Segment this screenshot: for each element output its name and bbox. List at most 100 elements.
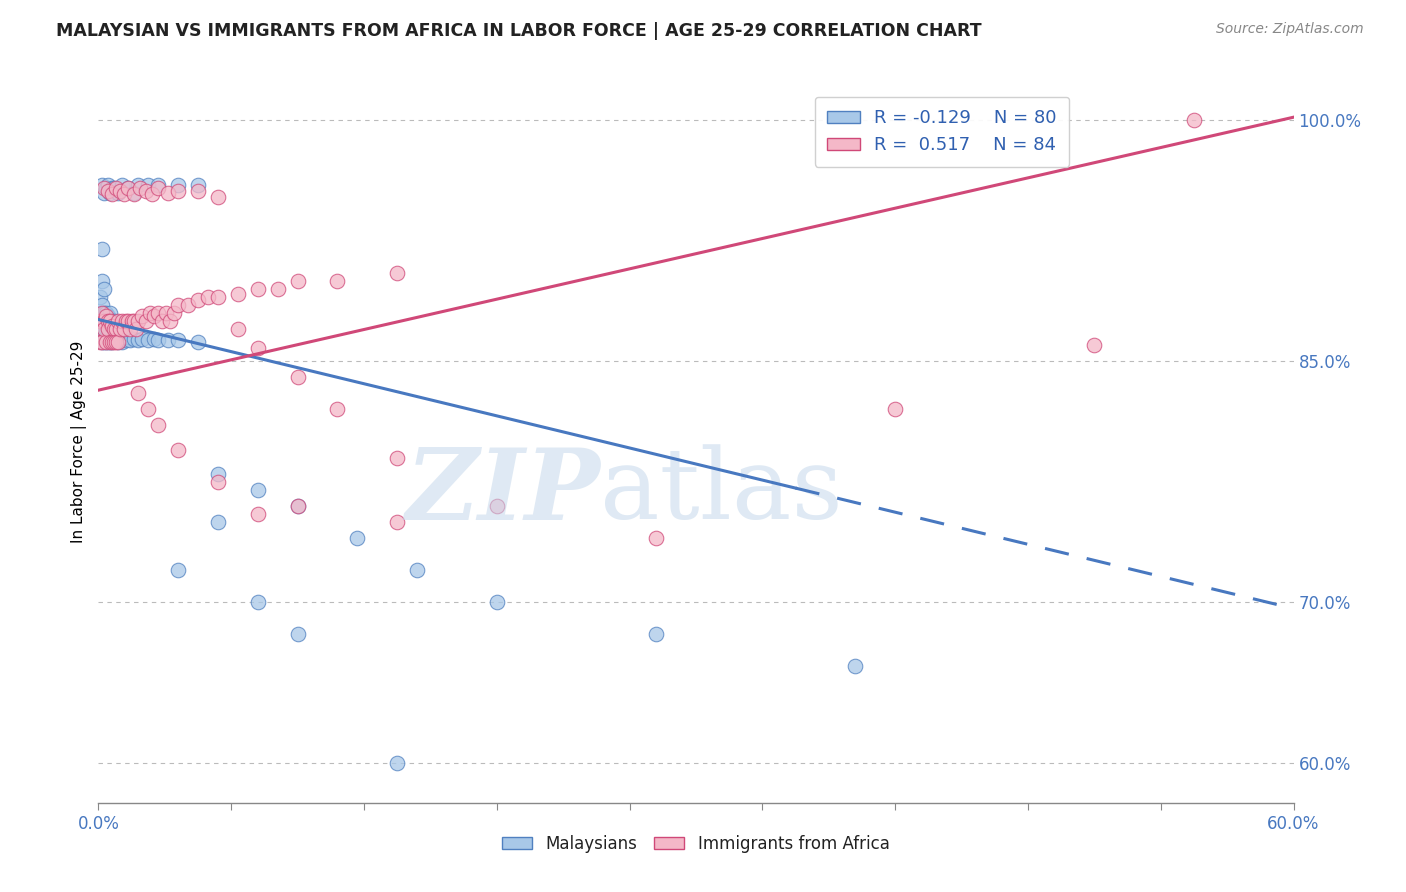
Point [207,515,229,529]
Point [287,274,309,288]
Point [645,627,668,641]
Point [406,563,429,577]
Point [110,184,132,198]
Point [97,314,120,328]
Point [148,181,170,195]
Point [111,314,134,328]
Point [148,178,170,192]
Point [97,334,120,349]
Point [326,402,349,417]
Point [93,186,115,200]
Point [111,178,134,192]
Point [645,531,668,545]
Point [385,515,409,529]
Point [187,178,209,192]
Point [167,178,190,192]
Point [91,242,114,256]
Point [97,322,120,336]
Point [844,659,866,673]
Point [136,402,159,417]
Point [107,322,129,336]
Point [98,314,122,328]
Point [110,322,132,336]
Point [485,595,508,609]
Point [98,186,122,200]
Point [207,190,229,204]
Point [287,627,309,641]
Point [117,314,139,328]
Point [127,334,149,348]
Point [124,186,146,200]
Point [91,314,114,328]
Point [103,334,125,349]
Point [103,314,125,328]
Point [167,334,190,348]
Point [89,314,111,328]
Point [105,334,128,349]
Point [157,186,180,200]
Point [91,298,114,312]
Point [135,314,157,328]
Point [127,178,149,192]
Point [136,178,159,192]
Point [98,334,122,349]
Point [93,314,115,328]
Point [96,306,118,320]
Point [110,322,132,336]
Point [107,334,129,349]
Point [110,330,132,344]
Point [385,450,409,465]
Point [117,181,139,195]
Point [93,322,115,336]
Point [91,334,114,349]
Point [125,322,148,336]
Point [124,187,146,202]
Point [96,322,118,336]
Point [120,322,142,336]
Point [91,178,114,192]
Point [1083,338,1105,352]
Point [148,306,170,320]
Point [117,330,139,344]
Point [135,184,157,198]
Point [148,418,170,433]
Point [136,334,159,348]
Point [246,342,269,356]
Point [98,334,122,349]
Point [93,306,115,320]
Point [127,386,149,401]
Point [97,322,120,336]
Point [139,306,162,320]
Point [98,306,122,320]
Point [91,306,114,320]
Point [93,181,115,195]
Point [143,332,166,346]
Point [177,298,200,312]
Point [167,442,190,457]
Point [187,293,209,308]
Point [96,314,118,328]
Point [287,499,309,513]
Point [105,181,128,195]
Text: ZIP: ZIP [405,444,600,541]
Point [105,330,128,344]
Point [163,306,186,320]
Point [105,322,128,336]
Point [103,326,125,340]
Point [121,314,143,328]
Point [96,334,118,349]
Point [89,290,111,304]
Text: Source: ZipAtlas.com: Source: ZipAtlas.com [1216,22,1364,37]
Point [287,370,309,384]
Point [105,322,128,336]
Point [226,286,249,301]
Point [107,314,129,328]
Point [107,334,129,349]
Point [246,507,269,521]
Point [89,306,111,320]
Point [124,332,146,346]
Point [267,282,290,296]
Point [131,310,153,324]
Point [167,184,190,198]
Point [1182,113,1205,128]
